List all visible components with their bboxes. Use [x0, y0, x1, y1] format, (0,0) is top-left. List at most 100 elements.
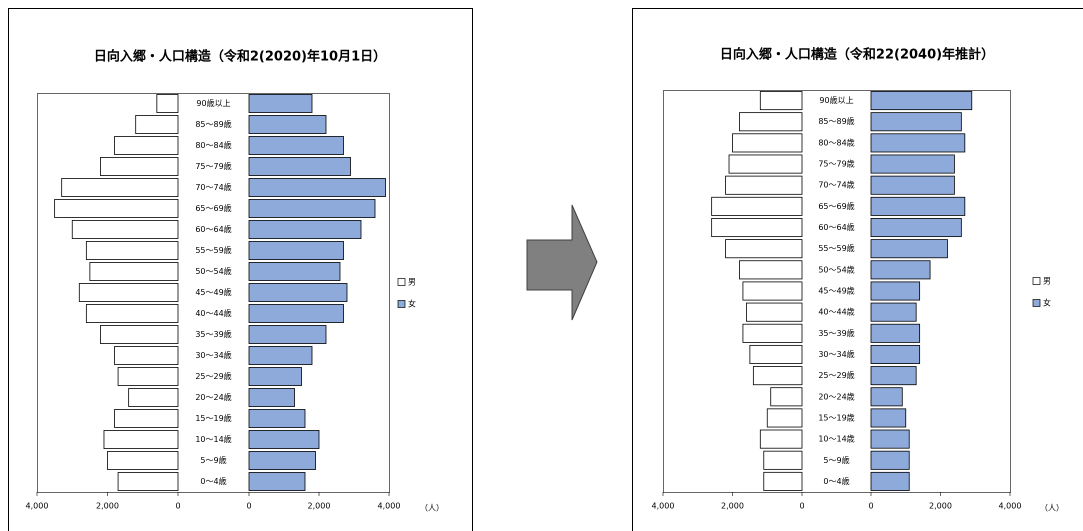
category-label: 30〜34歳: [818, 349, 854, 359]
bar: [114, 346, 179, 365]
bar: [870, 175, 955, 195]
category-label: 5〜9歳: [823, 455, 849, 465]
bar: [870, 133, 966, 153]
bar: [870, 450, 910, 470]
category-label: 80〜84歳: [195, 140, 231, 150]
legend-label: 男: [1043, 277, 1051, 286]
bar: [71, 220, 179, 239]
x-tick-label: 0: [868, 502, 873, 511]
bar: [248, 199, 376, 218]
category-label: 70〜74歳: [818, 180, 854, 190]
bar: [248, 304, 344, 323]
category-label: 15〜19歳: [818, 412, 854, 422]
category-label: 30〜34歳: [195, 350, 231, 360]
category-label: 35〜39歳: [195, 329, 231, 339]
bar: [870, 471, 910, 491]
bar: [135, 115, 179, 134]
bar: [78, 283, 179, 302]
bar: [107, 451, 179, 470]
x-tick-label: 4,000: [378, 502, 401, 511]
bar: [100, 157, 179, 176]
bar: [870, 218, 962, 238]
bar: [54, 199, 179, 218]
bar: [739, 260, 803, 280]
bar: [248, 262, 341, 281]
x-tick-label: 4,000: [652, 502, 675, 511]
x-tick-label: 0: [246, 502, 251, 511]
chart-title: 日向入郷・人口構造（令和22(2040)年推計）: [720, 47, 994, 63]
bar: [870, 429, 910, 449]
bar: [85, 304, 179, 323]
category-label: 75〜79歳: [195, 161, 231, 171]
bar: [870, 281, 921, 301]
bar: [117, 472, 179, 491]
category-label: 5〜9歳: [200, 455, 226, 465]
x-tick-label: 0: [799, 502, 804, 511]
x-tick-label: 0: [175, 502, 180, 511]
bar: [248, 325, 327, 344]
category-label: 60〜64歳: [195, 224, 231, 234]
bar: [103, 430, 179, 449]
arrow: [526, 204, 598, 321]
chart-title: 日向入郷・人口構造（令和2(2020)年10月1日）: [94, 49, 386, 65]
x-tick-label: 2,000: [929, 502, 952, 511]
bar: [248, 409, 306, 428]
bar: [732, 133, 803, 153]
bar: [248, 472, 306, 491]
bar: [248, 346, 313, 365]
bar: [870, 154, 955, 174]
bar: [728, 154, 803, 174]
category-label: 25〜29歳: [818, 370, 854, 380]
category-label: 80〜84歳: [818, 137, 854, 147]
bar: [870, 239, 948, 259]
bar: [725, 175, 803, 195]
bar: [100, 325, 179, 344]
legend-swatch: [397, 300, 406, 308]
bar: [752, 366, 803, 386]
unit-label: （人）: [420, 504, 444, 513]
bar: [248, 178, 386, 197]
bar: [61, 178, 179, 197]
bar: [248, 136, 344, 155]
bar: [870, 260, 931, 280]
bar: [770, 387, 803, 407]
bar: [248, 94, 313, 113]
bar: [739, 112, 803, 132]
category-label: 60〜64歳: [818, 222, 854, 232]
category-label: 50〜54歳: [818, 264, 854, 274]
category-label: 65〜69歳: [818, 201, 854, 211]
x-tick-label: 2,000: [721, 502, 744, 511]
category-label: 85〜89歳: [818, 116, 854, 126]
category-label: 90歳以上: [819, 95, 853, 105]
bar: [725, 239, 803, 259]
legend-swatch: [397, 278, 406, 286]
bar: [870, 112, 962, 132]
bar: [85, 241, 179, 260]
bar: [763, 450, 803, 470]
bar: [870, 408, 907, 428]
legend-label: 女: [408, 299, 416, 309]
bar: [248, 430, 320, 449]
bar: [870, 196, 966, 216]
bar: [763, 471, 803, 491]
bar: [870, 91, 973, 111]
category-label: 0〜4歳: [823, 476, 849, 486]
bar: [248, 367, 302, 386]
bar: [248, 388, 295, 407]
bar: [766, 408, 803, 428]
category-label: 45〜49歳: [195, 287, 231, 297]
bar: [870, 366, 917, 386]
bar: [248, 283, 348, 302]
category-label: 90歳以上: [196, 98, 230, 108]
bar: [870, 344, 921, 364]
bar: [248, 157, 351, 176]
category-label: 35〜39歳: [818, 328, 854, 338]
bar: [870, 302, 917, 322]
bar: [742, 281, 803, 301]
legend-swatch: [1032, 299, 1041, 307]
category-label: 85〜89歳: [195, 119, 231, 129]
category-label: 40〜44歳: [818, 307, 854, 317]
bar: [742, 323, 803, 343]
bar: [711, 218, 803, 238]
